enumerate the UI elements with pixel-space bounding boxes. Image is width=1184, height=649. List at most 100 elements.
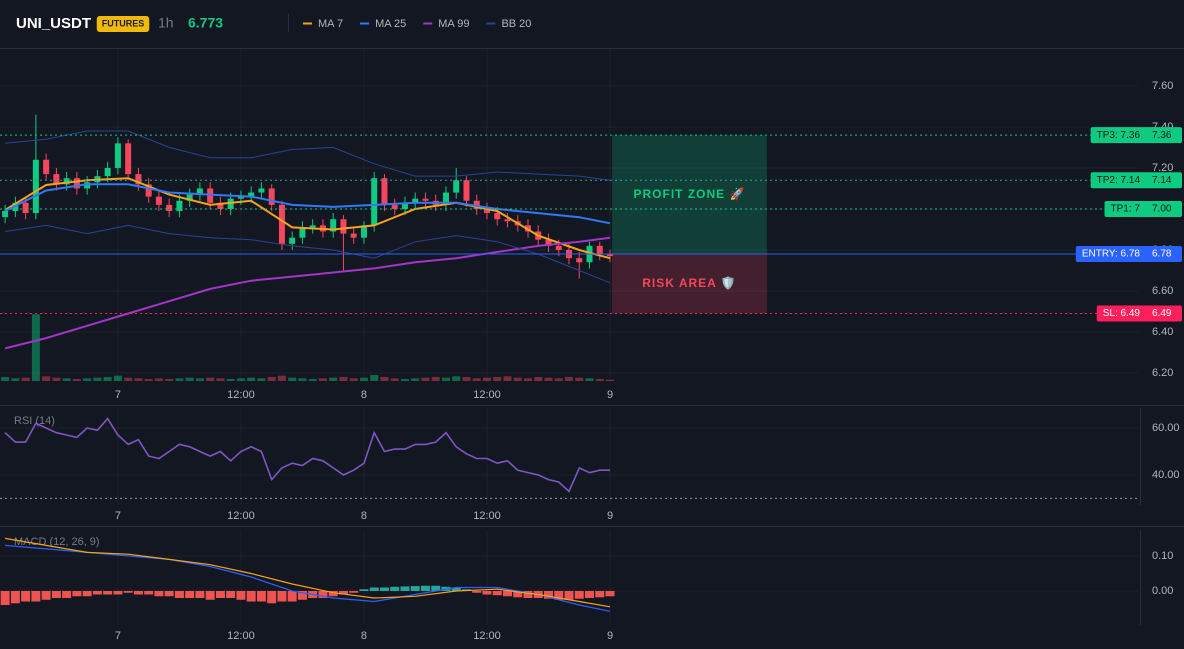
legend-label: MA 25 (375, 18, 406, 30)
macd-histogram-bar (472, 590, 482, 593)
macd-histogram-bar (41, 590, 51, 600)
volume-bar (380, 377, 389, 381)
macd-histogram-bar (236, 590, 246, 600)
level-value: 7.00 (1152, 204, 1172, 215)
candle-body (248, 192, 255, 197)
x-tick-label: 8 (361, 510, 367, 522)
macd-histogram-bar (359, 589, 369, 591)
interval: 1h (158, 15, 174, 31)
level-tag-box (1104, 200, 1182, 217)
legend-label: BB 20 (501, 18, 531, 30)
x-tick-label: 9 (607, 389, 613, 401)
candle-body (340, 219, 347, 234)
volume-bar (247, 377, 256, 381)
candle-body (73, 178, 80, 189)
bb-band (5, 130, 611, 181)
bb-band (5, 224, 611, 284)
volume-bar (462, 377, 471, 381)
macd-histogram-bar (103, 590, 113, 595)
macd-histogram-bar (267, 590, 277, 604)
candle-body (207, 188, 214, 203)
x-tick-label: 8 (361, 630, 367, 642)
macd-line (4, 537, 611, 608)
candle-body (555, 245, 562, 250)
volume-bar (329, 377, 338, 381)
ma-line (4, 236, 611, 350)
candle-body (412, 198, 419, 203)
macd-histogram-bar (328, 590, 338, 597)
volume-bar (185, 377, 194, 381)
candle-body (607, 254, 614, 257)
candle-body (166, 204, 173, 212)
candle-body (84, 182, 91, 189)
macd-histogram-bar (543, 590, 553, 599)
volume-bar (103, 377, 112, 381)
macd-histogram-bar (144, 590, 154, 595)
macd-histogram-bar (451, 587, 461, 591)
badge (96, 16, 150, 32)
x-tick-label: 9 (607, 510, 613, 522)
macd-histogram-bar (215, 590, 225, 599)
y-tick-label: 6.60 (1152, 285, 1173, 297)
volume-bar (267, 377, 276, 381)
candle-body (360, 225, 367, 238)
candle-body (391, 204, 398, 209)
candle-body (217, 202, 224, 209)
last-price: 6.773 (188, 15, 223, 31)
y-tick-label: 7.40 (1152, 121, 1173, 133)
macd-histogram-bar (185, 590, 195, 599)
volume-bar (236, 378, 245, 381)
volume-bar (421, 377, 430, 381)
volume-bar (400, 379, 409, 381)
x-tick-label: 12:00 (473, 630, 501, 642)
volume-bar (595, 379, 604, 381)
macd-histogram-bar (226, 590, 236, 599)
volume-bar (216, 378, 225, 381)
macd-histogram-bar (31, 590, 41, 602)
level-tag-box (1090, 172, 1182, 189)
x-tick-label: 8 (361, 389, 367, 401)
volume-bar (554, 378, 563, 381)
volume-bar (144, 379, 153, 381)
volume-bar (349, 378, 358, 381)
volume-bar (11, 378, 20, 381)
candle-body (483, 208, 490, 214)
candle-body (401, 202, 408, 209)
volume-bar (31, 314, 40, 381)
y-tick-label: 0.10 (1152, 550, 1173, 562)
macd-histogram-bar (62, 590, 72, 599)
volume-bar (513, 377, 522, 381)
volume-bar (565, 377, 573, 381)
macd-histogram-bar (154, 590, 164, 597)
badge-text: FUTURES (102, 18, 145, 28)
macd-histogram-bar (10, 590, 20, 604)
volume-bar (42, 376, 51, 381)
volume-bar (165, 379, 174, 381)
macd-histogram-bar (92, 590, 102, 595)
volume-bar (62, 378, 71, 381)
volume-bar (93, 377, 102, 381)
candle-body (422, 198, 429, 201)
level-value: 7.36 (1152, 130, 1172, 141)
legend-label: MA 99 (438, 18, 469, 30)
macd-histogram-bar (82, 590, 92, 597)
y-tick-label: 7.60 (1152, 80, 1173, 92)
volume-bar (472, 378, 481, 381)
level-value: 7.14 (1152, 175, 1172, 186)
volume-bar (124, 377, 133, 381)
macd-histogram-bar (21, 590, 31, 602)
volume-bar (21, 377, 30, 381)
volume-bar (52, 377, 61, 381)
level-tag-box (1090, 127, 1182, 144)
level-tag-box (1075, 246, 1182, 263)
candle-body (473, 200, 480, 209)
volume-bar (441, 377, 450, 381)
candle-body (442, 192, 449, 205)
candle-body (289, 237, 296, 244)
legend-label: MA 7 (318, 18, 343, 30)
volume-bar (308, 379, 317, 381)
candle-body (22, 202, 29, 214)
candle-body (186, 194, 193, 201)
